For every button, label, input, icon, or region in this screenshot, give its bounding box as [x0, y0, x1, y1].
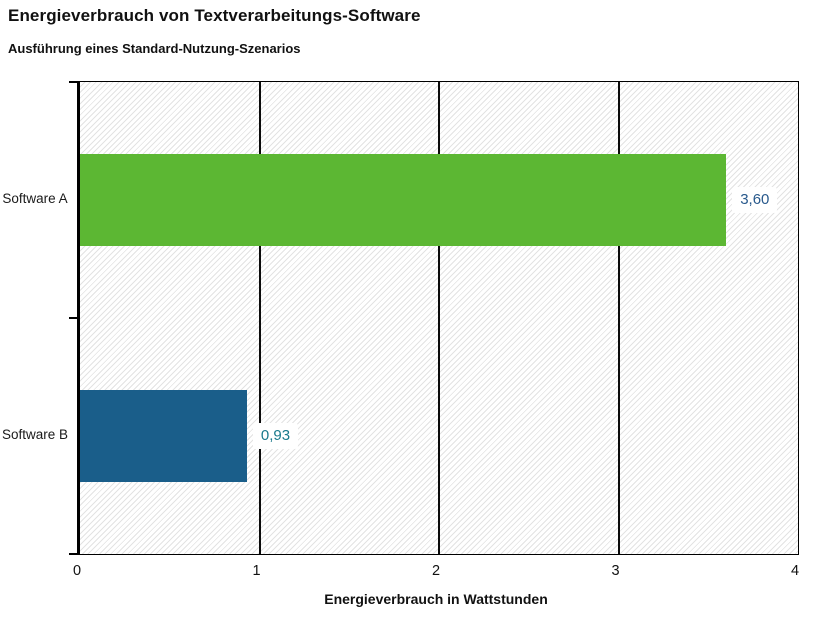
- gridline-x-3: [617, 82, 620, 554]
- plot-area: 3,60 0,93: [69, 81, 799, 555]
- value-label-software-b: 0,93: [252, 423, 299, 449]
- x-tick-label-3: 3: [611, 563, 620, 579]
- x-axis-tick-labels: 0 1 2 3 4: [73, 563, 799, 583]
- chart-subtitle: Ausführung eines Standard-Nutzung-Szenar…: [8, 41, 301, 56]
- y-axis-tick: [69, 81, 77, 83]
- gridline-x-2: [438, 82, 440, 554]
- bar-software-b: [80, 390, 247, 482]
- y-axis-category-labels: Software A Software B: [0, 81, 70, 553]
- x-tick-label-0: 0: [72, 563, 82, 579]
- category-label-software-b: Software B: [1, 427, 69, 443]
- x-tick-label-2: 2: [431, 563, 441, 579]
- category-label-software-a: Software A: [2, 191, 68, 207]
- x-tick-label-4: 4: [790, 563, 800, 579]
- y-axis-tick: [69, 317, 77, 319]
- chart-title: Energieverbrauch von Textverarbeitungs-S…: [8, 6, 421, 25]
- value-label-software-a: 3,60: [732, 187, 778, 213]
- y-axis-tick: [69, 553, 77, 555]
- x-axis-title: Energieverbrauch in Wattstunden: [324, 591, 548, 607]
- x-tick-label-1: 1: [252, 563, 261, 579]
- gridline-x-1: [258, 82, 261, 554]
- bar-software-a: [80, 154, 727, 246]
